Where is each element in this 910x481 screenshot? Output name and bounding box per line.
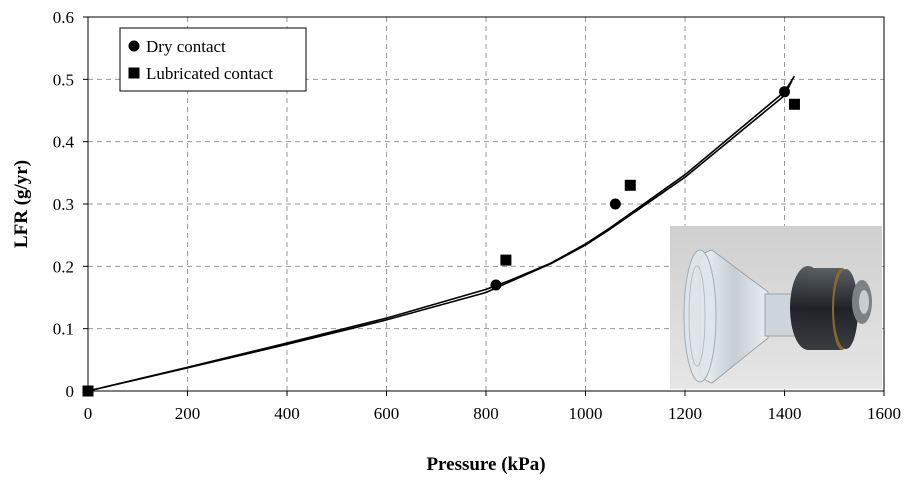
x-tick-label: 600 <box>374 404 400 423</box>
lubricated-contact-point <box>82 385 94 397</box>
legend-marker-lubricated <box>128 67 140 79</box>
dry-contact-point <box>490 279 502 291</box>
legend-label-dry: Dry contact <box>146 37 226 56</box>
x-tick-label: 1200 <box>668 404 702 423</box>
legend-marker-dry <box>128 40 140 52</box>
y-tick-label: 0.6 <box>53 8 74 27</box>
y-tick-label: 0.3 <box>53 195 74 214</box>
x-tick-label: 1600 <box>867 404 901 423</box>
seal-component-photo <box>670 226 882 389</box>
tick-labels: 0 200 400 600 800 1000 1200 1400 1600 0 0.1 0.2 0.3 0… <box>53 8 901 423</box>
fit-line <box>87 80 793 392</box>
legend: Dry contact Lubricated contact <box>119 27 307 92</box>
dry-contact-point <box>609 198 621 210</box>
x-tick-label: 0 <box>84 404 93 423</box>
legend-label-lubricated: Lubricated contact <box>146 64 273 83</box>
dry-contact-point <box>779 86 790 98</box>
x-tick-label: 1000 <box>569 404 603 423</box>
y-axis-title: LFR (g/yr) <box>11 160 32 248</box>
x-tick-label: 400 <box>274 404 300 423</box>
x-axis-title: Pressure (kPa) <box>426 454 545 475</box>
data-points <box>82 86 800 397</box>
x-tick-label: 800 <box>473 404 499 423</box>
x-tick-label: 1400 <box>768 404 802 423</box>
y-tick-label: 0.1 <box>53 320 74 339</box>
lubricated-contact-point <box>788 98 800 110</box>
y-tick-label: 0.5 <box>53 70 74 89</box>
y-tick-label: 0 <box>66 382 75 401</box>
grid-lines <box>88 17 884 391</box>
x-tick-label: 200 <box>175 404 201 423</box>
fit-curves <box>87 75 796 392</box>
fit-line <box>87 75 796 392</box>
y-tick-label: 0.4 <box>53 133 75 152</box>
lubricated-contact-point <box>500 254 512 266</box>
y-tick-label: 0.2 <box>53 257 74 276</box>
legend-box <box>119 27 307 92</box>
lubricated-contact-point <box>624 179 636 191</box>
